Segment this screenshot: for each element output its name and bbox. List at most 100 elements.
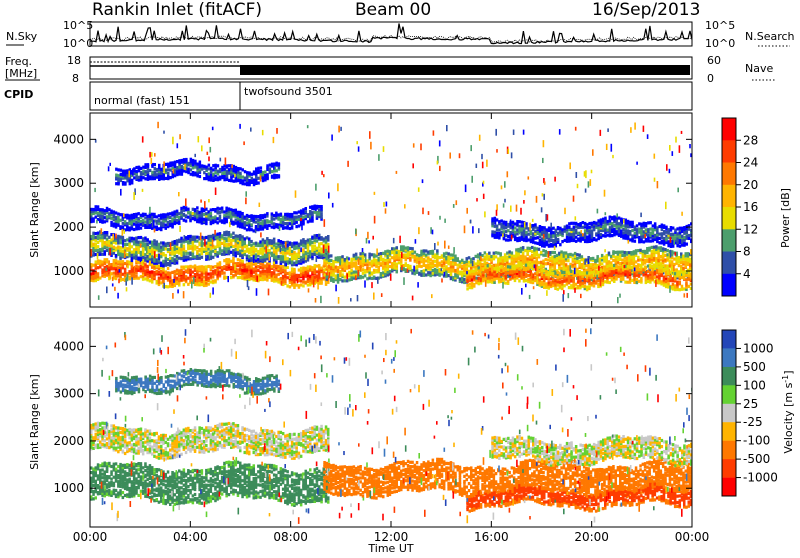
nsearch-tick-bottom: 10^0 <box>705 37 735 50</box>
rti-cell <box>104 220 107 223</box>
rti-cell <box>461 259 464 262</box>
rti-cell <box>530 265 533 268</box>
rti-cell <box>416 265 419 268</box>
rti-cell <box>196 270 199 273</box>
rti-cell <box>192 271 195 274</box>
rti-cell <box>554 272 557 275</box>
rti-cell <box>221 219 224 222</box>
rti-cell <box>368 267 371 270</box>
rti-cell <box>135 176 138 179</box>
rti-cell <box>339 270 342 273</box>
rti-cell <box>237 167 240 170</box>
rti-cell <box>656 269 659 272</box>
rti-cell <box>122 250 125 253</box>
rti-cell <box>604 280 607 283</box>
rti-cell <box>201 268 204 271</box>
rti-cell <box>679 273 682 276</box>
rti-cell <box>135 251 138 254</box>
rti-cell <box>307 265 310 268</box>
rti-cell <box>545 262 548 265</box>
rti-cell <box>496 229 499 232</box>
rti-cell <box>207 265 210 268</box>
rti-cell <box>434 264 437 267</box>
rti-cell <box>257 250 260 253</box>
rti-cell <box>482 268 485 271</box>
rti-cell <box>405 262 408 265</box>
rti-cell <box>606 280 609 283</box>
rti-cell <box>445 256 448 259</box>
rti-cell <box>92 217 95 220</box>
rti-cell <box>291 226 294 229</box>
rti-cell <box>295 274 298 277</box>
rti-cell <box>584 272 587 275</box>
rti-cell <box>664 248 667 251</box>
rti-cell <box>122 225 125 228</box>
rti-cell <box>500 219 503 222</box>
rti-cell <box>559 272 562 275</box>
rti-cell <box>259 248 262 251</box>
rti-cell <box>198 217 201 220</box>
rti-cell <box>250 250 253 253</box>
rti-cell <box>174 270 177 273</box>
rti-cell <box>97 232 100 235</box>
rti-cell <box>425 273 428 276</box>
rti-cell <box>183 213 186 216</box>
rti-cell <box>201 265 204 268</box>
rti-cell <box>402 254 405 257</box>
rti-cell <box>511 251 514 254</box>
rti-cell <box>337 256 340 259</box>
rti-cell <box>214 208 217 211</box>
rti-cell <box>309 238 312 241</box>
rti-cell <box>466 257 469 260</box>
rti-cell <box>174 210 177 213</box>
rti-cell <box>221 249 224 252</box>
rti-cell <box>305 251 308 254</box>
rti-cell <box>645 281 648 284</box>
rti-cell <box>241 243 244 246</box>
rti-cell <box>244 272 247 275</box>
rti-cell <box>593 270 596 273</box>
rti-cell <box>140 220 143 223</box>
rti-cell <box>353 273 356 276</box>
rti-cell <box>307 274 310 277</box>
rti-cell <box>282 269 285 272</box>
rti-cell <box>210 235 213 238</box>
rti-cell <box>97 275 100 278</box>
rti-cell <box>619 262 622 265</box>
rti-cell <box>237 268 240 271</box>
rti-cell <box>350 276 353 279</box>
rti-cell <box>626 251 629 254</box>
rti-cell <box>536 250 539 253</box>
rti-cell <box>396 246 399 249</box>
rti-cell <box>187 216 190 219</box>
rti-cell <box>97 272 100 275</box>
rti-cell <box>228 179 231 182</box>
rti-cell <box>300 256 303 259</box>
rti-cell <box>314 264 317 267</box>
rti-cell <box>257 258 260 261</box>
rti-cell <box>225 261 228 264</box>
rti-cell <box>192 241 195 244</box>
rti-cell <box>271 212 274 215</box>
rti-cell <box>682 267 685 270</box>
rti-cell <box>635 249 638 252</box>
rti-cell <box>115 216 118 219</box>
rti-cell <box>253 267 256 270</box>
rti-cell <box>624 270 627 273</box>
rti-cell <box>578 262 581 265</box>
rti-cell <box>545 250 548 253</box>
rti-cell <box>685 278 688 281</box>
rti-cell <box>680 265 683 268</box>
rti-cell <box>520 270 523 273</box>
rti-cell <box>649 264 652 267</box>
rti-cell <box>380 262 383 265</box>
rti-cell <box>522 260 525 263</box>
rti-cell <box>214 178 217 181</box>
rti-cell <box>185 275 188 278</box>
rti-cell <box>250 214 253 217</box>
rti-cell <box>581 282 584 285</box>
rti-cell <box>225 243 228 246</box>
rti-cell <box>540 251 543 254</box>
rti-cell <box>194 172 197 175</box>
rti-cell <box>606 254 609 257</box>
